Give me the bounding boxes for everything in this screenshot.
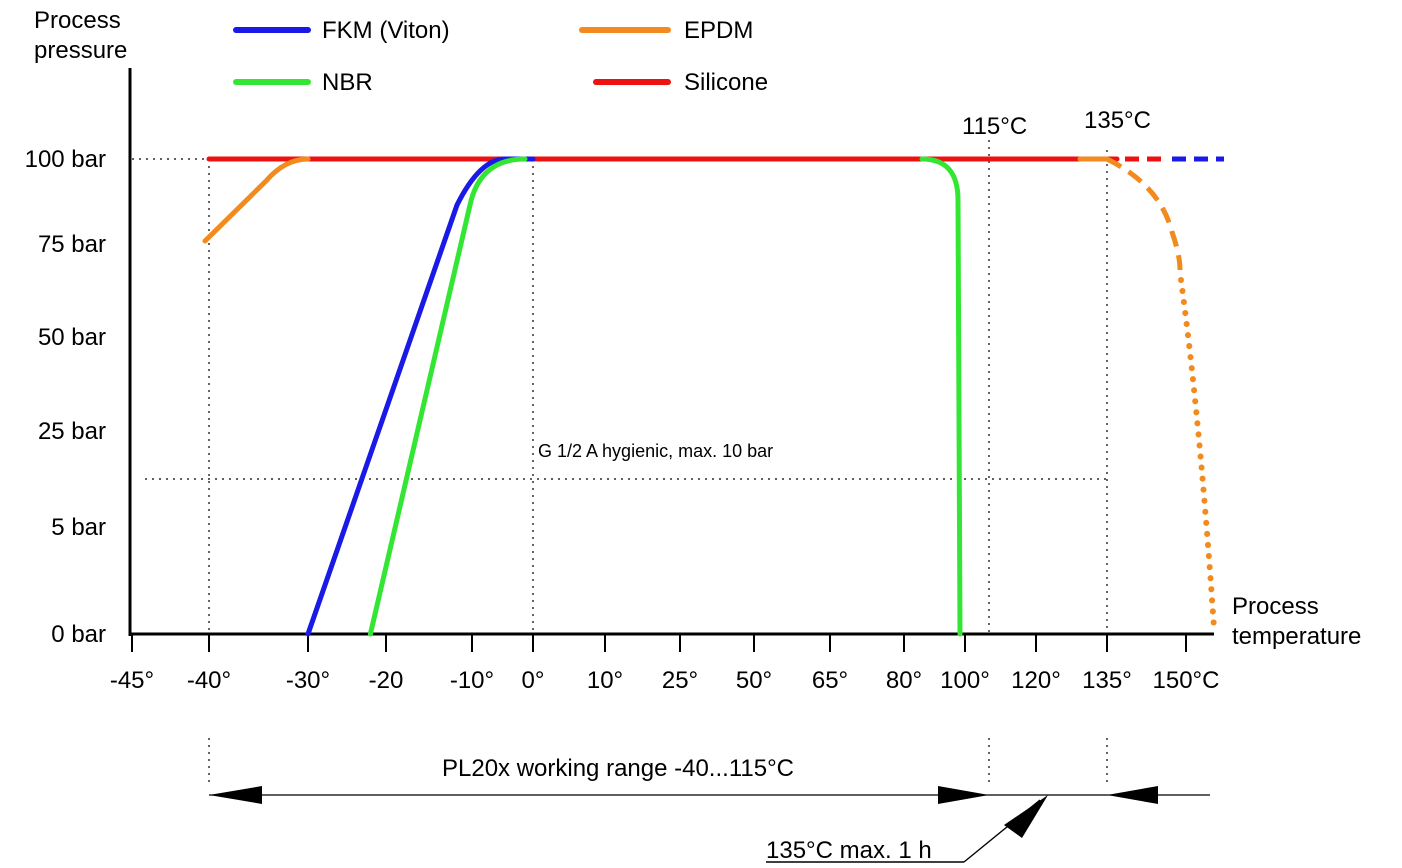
y-tick-label: 100 bar [25, 146, 106, 173]
series-nbr [367, 156, 528, 637]
range-arrow-left [209, 786, 262, 804]
x-tick-label: 65° [812, 667, 848, 694]
x-tick-label: 150°C [1153, 667, 1220, 694]
annotations: 115°C 135°C G 1/2 A hygienic, max. 10 bar P… [209, 107, 1210, 864]
legend-label: EPDM [684, 17, 753, 44]
y-tick-label: 0 bar [51, 621, 106, 648]
y-tick-label: 5 bar [51, 514, 106, 541]
x-tick-label: 120° [1011, 667, 1061, 694]
legend: FKM (Viton) EPDM NBR Silicone [233, 17, 768, 96]
x-tick-label: 80° [886, 667, 922, 694]
range-arrow-135 [1107, 786, 1158, 804]
series-nbr-right [919, 156, 963, 637]
legend-label: NBR [322, 69, 373, 96]
x-tick-label: -45° [110, 667, 154, 694]
y-tick-label: 25 bar [38, 418, 106, 445]
series-epdm-dotted [1178, 277, 1217, 631]
y-tick-label: 50 bar [38, 324, 106, 351]
legend-label: FKM (Viton) [322, 17, 450, 44]
series-lines [202, 156, 1224, 637]
x-tick-label: -10° [450, 667, 494, 694]
range-arrow-115 [938, 786, 989, 804]
annotation-max-1h: 135°C max. 1 h [766, 837, 932, 864]
x-tick-label: -40° [187, 667, 231, 694]
x-axis-title-line: temperature [1232, 623, 1361, 650]
annotation-115c: 115°C [962, 113, 1027, 140]
x-tick-label: 100° [940, 667, 990, 694]
x-tick-label: 25° [662, 667, 698, 694]
x-tick-label: 0° [522, 667, 545, 694]
y-axis-title-line: Process [34, 7, 121, 34]
x-tick-label: 50° [736, 667, 772, 694]
series-fkm [305, 156, 536, 637]
legend-label: Silicone [684, 69, 768, 96]
axes [128, 68, 1214, 652]
axis-labels: -45° -40° -30° -20 -10° 0° 10° 25° 50° 65° 80° 100°… [25, 7, 1362, 694]
series-epdm-dashed [1105, 156, 1183, 271]
x-axis-title-line: Process [1232, 593, 1319, 620]
series-epdm [202, 156, 311, 244]
annotation-135c: 135°C [1084, 107, 1151, 134]
x-tick-label: -20 [369, 667, 404, 694]
annotation-working-range: PL20x working range -40...115°C [442, 755, 794, 782]
max1h-arrowhead [1004, 795, 1048, 838]
y-tick-label: 75 bar [38, 231, 106, 258]
x-tick-label: 10° [587, 667, 623, 694]
x-tick-label: -30° [286, 667, 330, 694]
y-axis-title-line: pressure [34, 37, 127, 64]
annotation-hygienic: G 1/2 A hygienic, max. 10 bar [538, 441, 773, 461]
x-tick-label: 135° [1082, 667, 1132, 694]
